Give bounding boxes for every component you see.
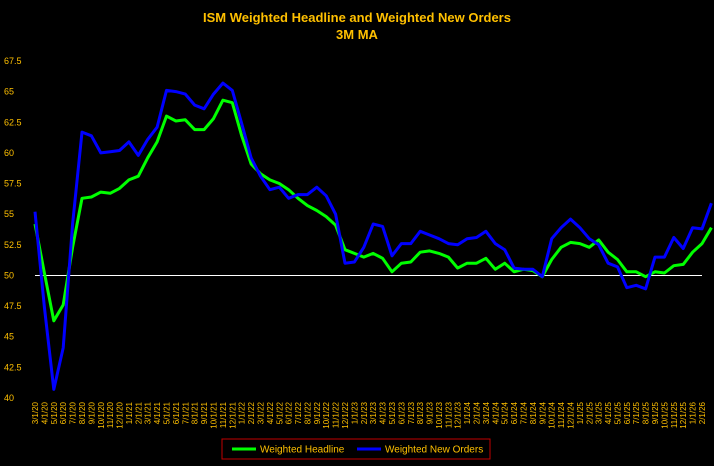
x-tick-label: 5/1/20 [50, 401, 59, 424]
x-tick-label: 2/1/24 [473, 401, 482, 424]
y-tick-label: 40 [4, 393, 14, 403]
x-tick-label: 11/1/22 [332, 401, 341, 428]
x-tick-label: 3/1/20 [31, 401, 40, 424]
y-tick-label: 67.5 [4, 56, 22, 66]
x-tick-label: 7/1/22 [294, 401, 303, 424]
y-tick-label: 57.5 [4, 179, 22, 189]
x-tick-label: 1/1/22 [238, 401, 247, 424]
x-tick-label: 7/1/23 [407, 401, 416, 424]
x-tick-label: 10/1/22 [322, 401, 331, 428]
x-tick-label: 3/1/23 [369, 401, 378, 424]
chart-title: ISM Weighted Headline and Weighted New O… [203, 10, 511, 25]
x-tick-label: 9/1/23 [426, 401, 435, 424]
x-tick-label: 10/1/21 [209, 401, 218, 428]
x-tick-label: 11/1/21 [219, 401, 228, 428]
y-tick-label: 55 [4, 209, 14, 219]
x-tick-label: 10/1/25 [660, 401, 669, 428]
x-tick-label: 4/1/24 [491, 401, 500, 424]
x-tick-label: 4/1/20 [40, 401, 49, 424]
x-tick-label: 6/1/20 [59, 401, 68, 424]
x-tick-label: 7/1/25 [632, 401, 641, 424]
x-tick-label: 9/1/22 [313, 401, 322, 424]
x-tick-label: 3/1/24 [482, 401, 491, 424]
x-tick-label: 2/1/21 [134, 401, 143, 424]
x-tick-label: 2/1/23 [360, 401, 369, 424]
x-tick-label: 2/1/26 [698, 401, 707, 424]
y-tick-label: 50 [4, 270, 14, 280]
x-tick-label: 8/1/25 [642, 401, 651, 424]
x-tick-label: 6/1/24 [510, 401, 519, 424]
x-tick-label: 3/1/25 [595, 401, 604, 424]
x-tick-label: 8/1/22 [303, 401, 312, 424]
series-line-weighted-new-orders [33, 81, 713, 391]
x-tick-label: 11/1/20 [106, 401, 115, 428]
x-tick-label: 1/1/25 [576, 401, 585, 424]
x-tick-label: 4/1/22 [266, 401, 275, 424]
y-tick-label: 45 [4, 332, 14, 342]
x-tick-label: 4/1/25 [604, 401, 613, 424]
legend-label-weighted-new-orders: Weighted New Orders [385, 445, 483, 456]
x-tick-label: 1/1/26 [689, 401, 698, 424]
x-tick-label: 9/1/25 [651, 401, 660, 424]
x-tick-label: 7/1/24 [520, 401, 529, 424]
x-tick-label: 10/1/23 [435, 401, 444, 428]
x-tick-label: 5/1/21 [163, 401, 172, 424]
x-tick-label: 9/1/20 [87, 401, 96, 424]
legend-box [221, 438, 491, 460]
x-tick-label: 5/1/25 [613, 401, 622, 424]
x-tick-label: 10/1/20 [97, 401, 106, 428]
y-tick-label: 62.5 [4, 117, 22, 127]
x-tick-label: 5/1/24 [501, 401, 510, 424]
x-tick-label: 3/1/22 [256, 401, 265, 424]
x-tick-label: 12/1/24 [566, 401, 575, 428]
x-tick-label: 7/1/21 [181, 401, 190, 424]
x-tick-label: 12/1/20 [116, 401, 125, 428]
legend: Weighted Headline Weighted New Orders [221, 438, 491, 460]
series-lines [33, 81, 713, 391]
x-tick-label: 1/1/21 [125, 401, 134, 424]
x-tick-label: 4/1/23 [379, 401, 388, 424]
x-tick-label: 12/1/23 [454, 401, 463, 428]
x-tick-label: 6/1/25 [623, 401, 632, 424]
x-tick-label: 3/1/21 [144, 401, 153, 424]
x-tick-label: 9/1/21 [200, 401, 209, 424]
y-axis-ticks: 40 42.5 45 47.5 50 52.5 55 57.5 60 62.5 65 67.5 [4, 56, 22, 403]
x-tick-label: 8/1/21 [191, 401, 200, 424]
x-tick-label: 4/1/21 [153, 401, 162, 424]
y-tick-label: 42.5 [4, 362, 22, 372]
chart-subtitle: 3M MA [336, 27, 379, 42]
x-tick-label: 6/1/23 [397, 401, 406, 424]
x-tick-label: 8/1/23 [416, 401, 425, 424]
x-tick-label: 12/1/21 [228, 401, 237, 428]
y-tick-label: 65 [4, 87, 14, 97]
x-tick-label: 9/1/24 [538, 401, 547, 424]
x-tick-label: 2/1/22 [247, 401, 256, 424]
x-tick-label: 11/1/24 [557, 401, 566, 428]
x-tick-label: 10/1/24 [548, 401, 557, 428]
series-line-weighted-headline [33, 98, 713, 323]
x-tick-label: 1/1/23 [350, 401, 359, 424]
x-tick-label: 5/1/23 [388, 401, 397, 424]
x-tick-label: 2/1/25 [585, 401, 594, 424]
x-tick-label: 12/1/25 [679, 401, 688, 428]
x-tick-label: 1/1/24 [463, 401, 472, 424]
x-axis-ticks: 3/1/20 4/1/20 5/1/20 6/1/20 7/1/20 8/1/20 9/1/… [31, 401, 707, 428]
x-tick-label: 11/1/25 [670, 401, 679, 428]
y-tick-label: 47.5 [4, 301, 22, 311]
x-tick-label: 8/1/24 [529, 401, 538, 424]
legend-label-weighted-headline: Weighted Headline [260, 445, 345, 456]
x-tick-label: 6/1/21 [172, 401, 181, 424]
x-tick-label: 11/1/23 [444, 401, 453, 428]
y-tick-label: 52.5 [4, 240, 22, 250]
y-tick-label: 60 [4, 148, 14, 158]
x-tick-label: 8/1/20 [78, 401, 87, 424]
x-tick-label: 7/1/20 [69, 401, 78, 424]
x-tick-label: 5/1/22 [275, 401, 284, 424]
x-tick-label: 6/1/22 [285, 401, 294, 424]
x-tick-label: 12/1/22 [341, 401, 350, 428]
